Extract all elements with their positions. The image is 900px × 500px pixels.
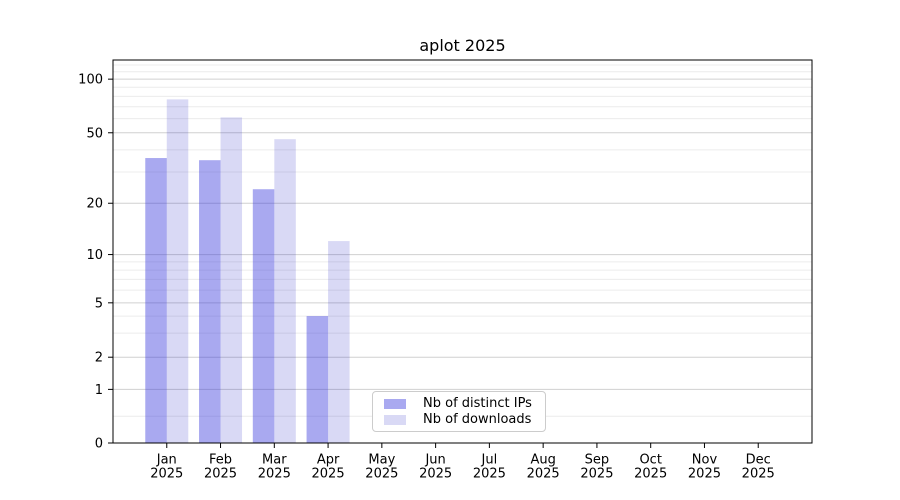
x-tick-label-sep: Sep bbox=[585, 453, 610, 468]
x-tick-label-dec-year: 2025 bbox=[742, 467, 775, 482]
x-tick-label-apr-year: 2025 bbox=[312, 467, 345, 482]
legend-swatch-distinct-ips bbox=[384, 398, 406, 409]
x-tick-label-mar: Mar bbox=[262, 453, 287, 468]
x-tick-label-sep-year: 2025 bbox=[580, 467, 613, 482]
x-tick-label-feb-year: 2025 bbox=[204, 467, 237, 482]
bar-downloads-apr bbox=[328, 241, 350, 443]
y-tick-label-100: 100 bbox=[78, 73, 103, 88]
bar-distinct-ips-jan bbox=[145, 158, 167, 443]
bar-distinct-ips-feb bbox=[199, 160, 221, 443]
x-tick-label-may: May bbox=[368, 453, 395, 468]
legend-label-downloads: Nb of downloads bbox=[423, 412, 532, 427]
x-tick-label-feb: Feb bbox=[209, 453, 232, 468]
x-tick-label-may-year: 2025 bbox=[365, 467, 398, 482]
x-tick-label-jan-year: 2025 bbox=[150, 467, 183, 482]
chart-title: aplot 2025 bbox=[419, 36, 506, 55]
x-tick-label-apr: Apr bbox=[317, 453, 340, 468]
bar-downloads-mar bbox=[274, 139, 296, 443]
legend-box: Nb of distinct IPs Nb of downloads bbox=[372, 391, 546, 432]
y-tick-label-50: 50 bbox=[86, 126, 103, 141]
y-tick-label-0: 0 bbox=[95, 437, 103, 452]
bar-distinct-ips-mar bbox=[252, 189, 275, 443]
x-tick-label-jan: Jan bbox=[156, 453, 177, 468]
x-tick-label-aug: Aug bbox=[530, 453, 555, 468]
x-tick-label-nov: Nov bbox=[692, 453, 718, 468]
x-tick-label-jun: Jun bbox=[424, 453, 445, 468]
y-tick-label-5: 5 bbox=[95, 296, 103, 311]
x-tick-label-mar-year: 2025 bbox=[258, 467, 291, 482]
x-tick-label-jul: Jul bbox=[481, 453, 498, 468]
legend-label-distinct-ips: Nb of distinct IPs bbox=[423, 396, 532, 411]
x-tick-label-nov-year: 2025 bbox=[688, 467, 721, 482]
x-tick-label-jul-year: 2025 bbox=[473, 467, 506, 482]
plot-border bbox=[112, 59, 813, 444]
x-tick-label-oct: Oct bbox=[639, 453, 661, 468]
y-tick-label-1: 1 bbox=[95, 383, 103, 398]
legend-item-downloads: Nb of downloads bbox=[384, 412, 539, 427]
x-tick-label-oct-year: 2025 bbox=[634, 467, 667, 482]
x-tick-label-aug-year: 2025 bbox=[527, 467, 560, 482]
x-tick-label-jun-year: 2025 bbox=[419, 467, 452, 482]
legend-swatch-downloads bbox=[384, 414, 406, 425]
legend-item-distinct-ips: Nb of distinct IPs bbox=[384, 396, 539, 411]
bar-downloads-feb bbox=[220, 117, 243, 443]
y-tick-label-10: 10 bbox=[86, 248, 103, 263]
y-tick-label-20: 20 bbox=[86, 197, 103, 212]
x-tick-label-dec: Dec bbox=[746, 453, 771, 468]
bar-distinct-ips-apr bbox=[306, 316, 329, 443]
bar-downloads-jan bbox=[166, 99, 189, 444]
y-tick-label-2: 2 bbox=[95, 351, 103, 366]
